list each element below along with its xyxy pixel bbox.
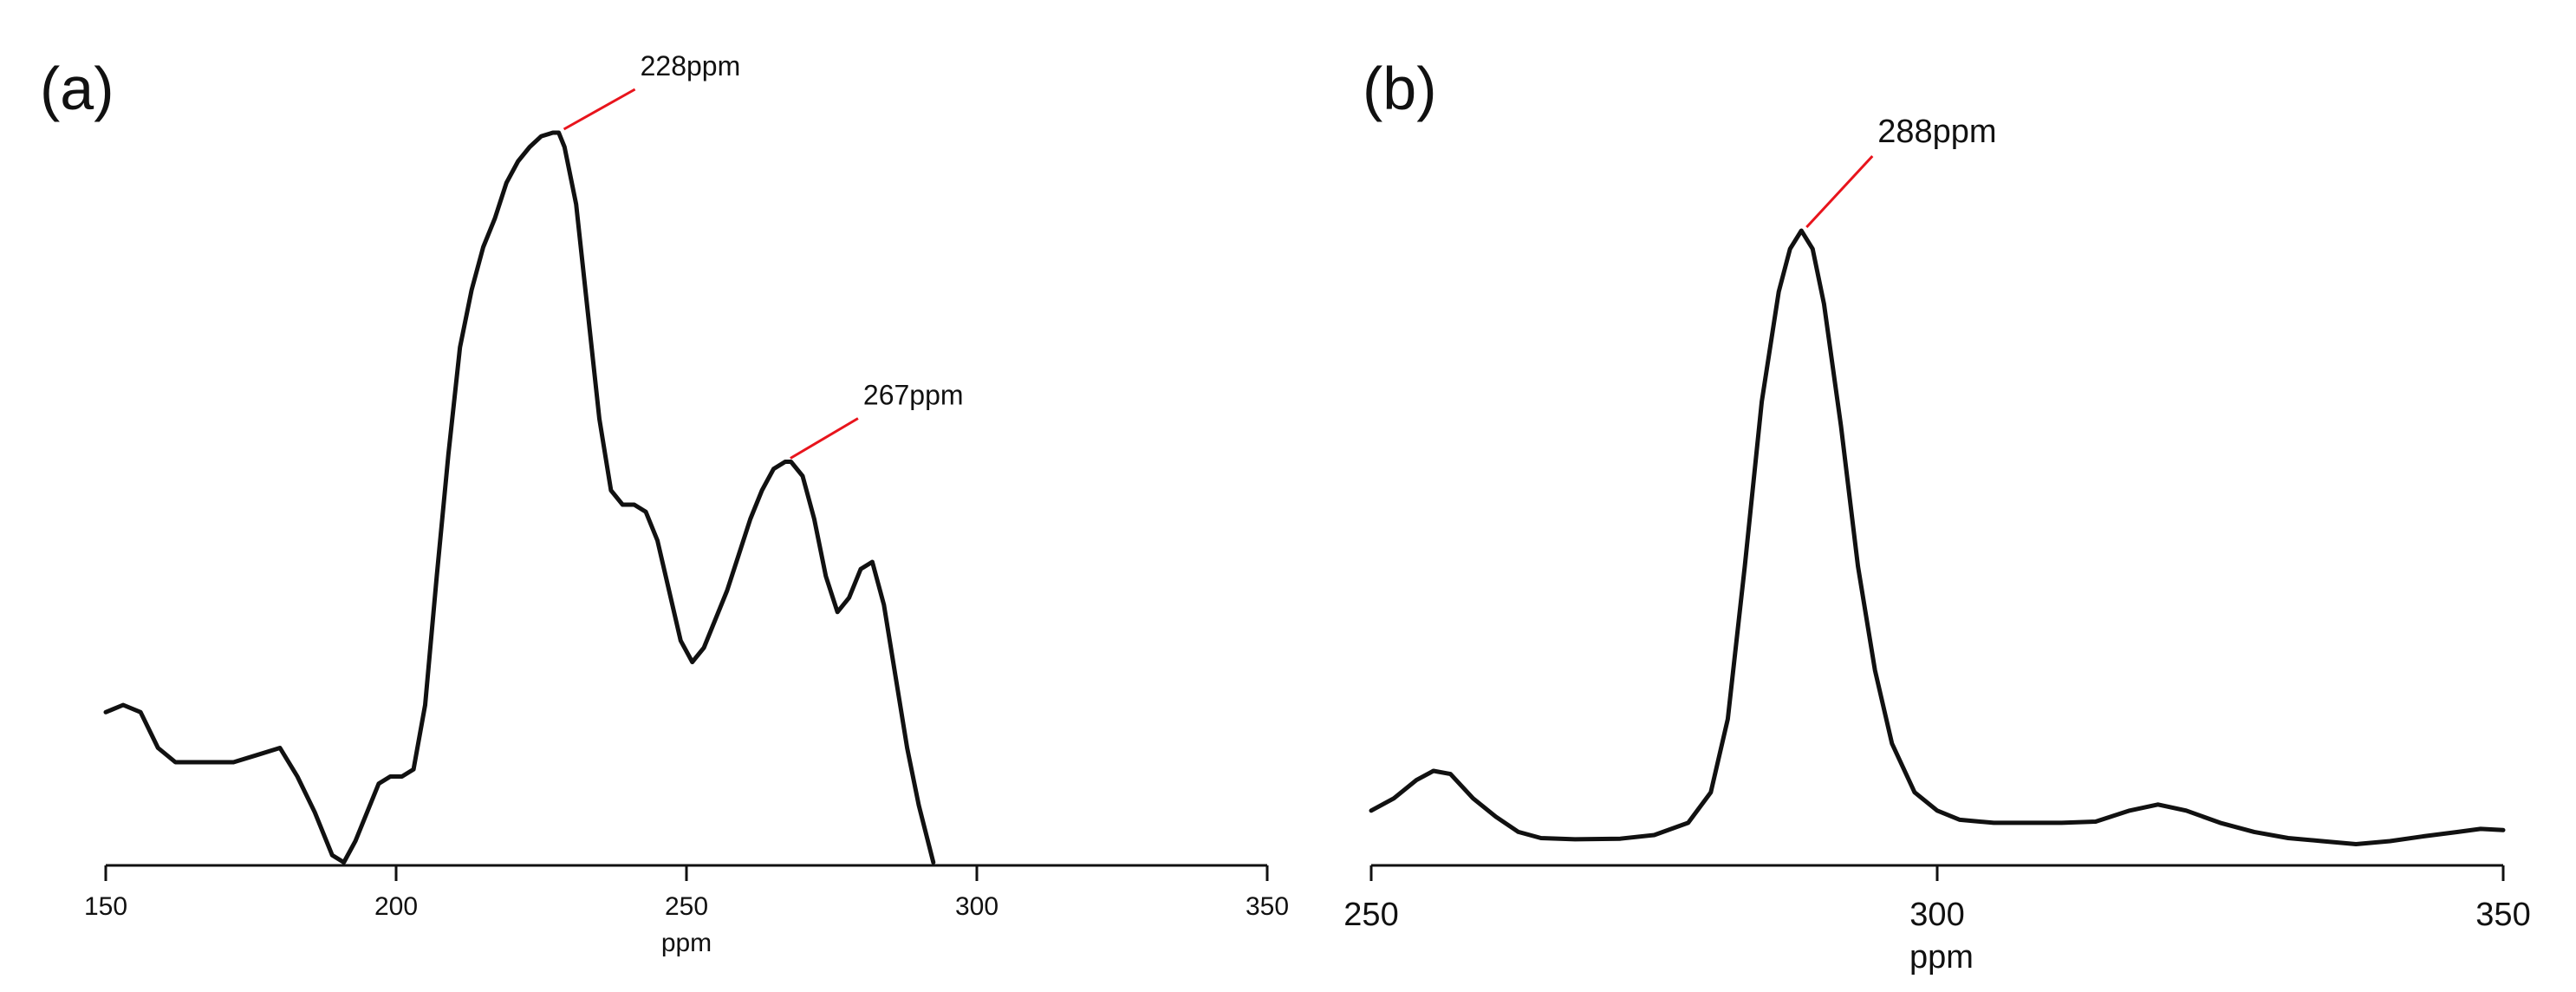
panel-b-x-axis-title: ppm xyxy=(1909,939,1974,976)
panel-b-label: (b) xyxy=(1363,55,1437,122)
peak-leader-line xyxy=(563,88,636,131)
peak-leader-line xyxy=(1805,154,1874,229)
panel-a-label: (a) xyxy=(40,55,114,122)
x-tick-label: 300 xyxy=(955,892,999,921)
spectrum-line xyxy=(103,130,936,865)
x-tick-label: 250 xyxy=(1343,897,1398,933)
x-tick-label: 350 xyxy=(1246,892,1289,921)
panel-b: (b) ppm 250 300 350 288ppm xyxy=(1343,55,2530,976)
peak-annotation-label: 288ppm xyxy=(1877,114,1996,150)
panel-a-x-axis-title: ppm xyxy=(661,929,712,957)
x-tick-label: 150 xyxy=(84,892,127,921)
x-tick-label: 200 xyxy=(374,892,418,921)
peak-annotation-label: 228ppm xyxy=(641,50,741,82)
x-tick-label: 350 xyxy=(2475,897,2530,933)
peak-leader-line xyxy=(790,417,859,460)
x-tick-label: 250 xyxy=(665,892,708,921)
x-tick-label: 300 xyxy=(1909,897,1964,933)
panel-a: (a) ppm 150 200 250 300 350 228ppm 267ppm xyxy=(40,50,1289,957)
peak-annotation-label: 267ppm xyxy=(863,380,964,411)
spectrum-line xyxy=(1369,228,2506,846)
